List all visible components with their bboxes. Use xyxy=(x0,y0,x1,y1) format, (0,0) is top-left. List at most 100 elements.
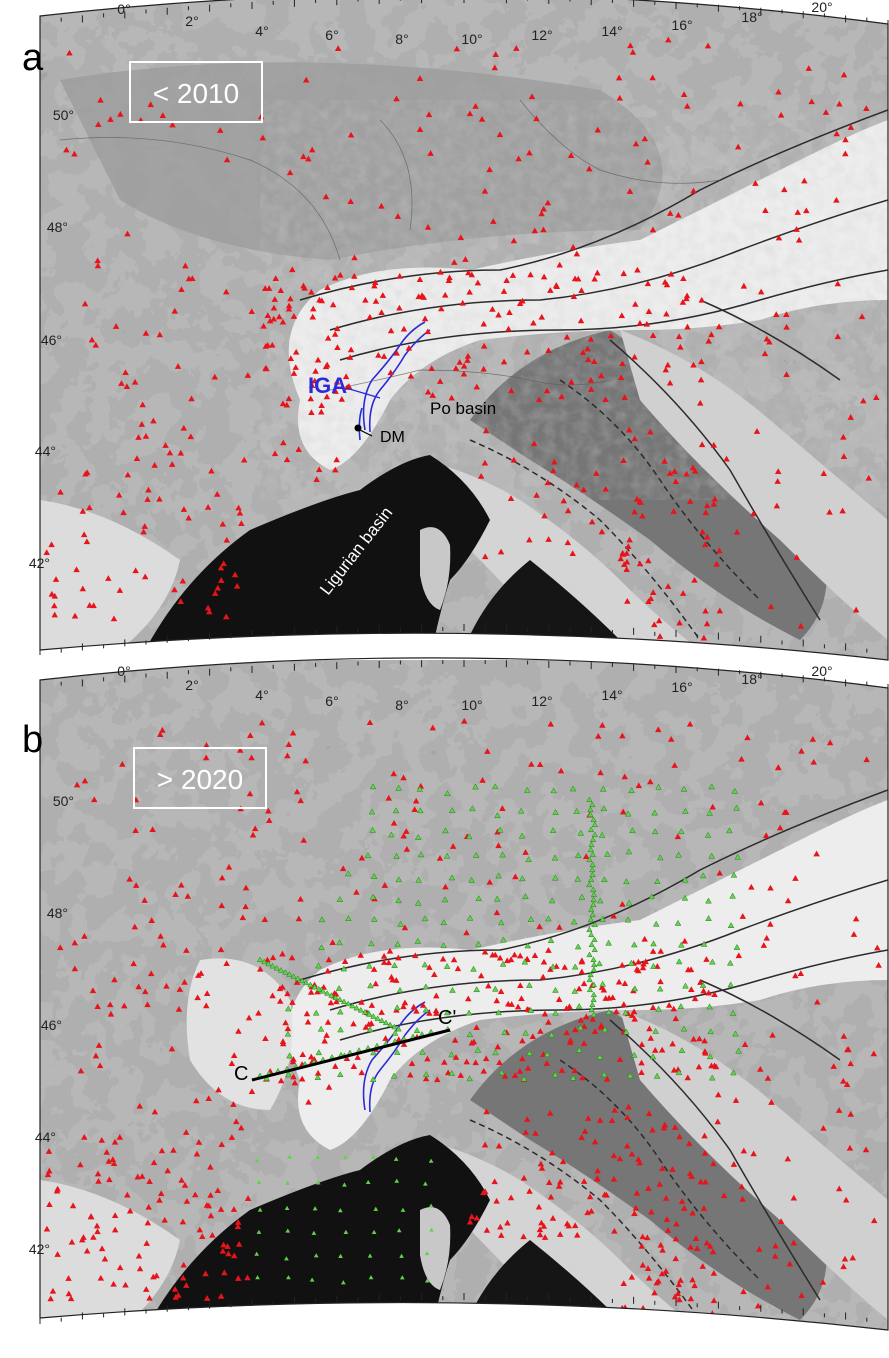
station-marker xyxy=(553,282,560,288)
station-marker xyxy=(180,506,188,512)
station-marker xyxy=(452,1054,460,1060)
station-marker xyxy=(793,226,800,232)
station-marker xyxy=(366,1011,373,1017)
station-marker xyxy=(371,915,378,922)
panel-letter-a: a xyxy=(22,37,44,79)
lon-label: 14° xyxy=(601,687,622,703)
station-marker xyxy=(852,915,860,922)
station-marker xyxy=(460,362,468,369)
station-marker xyxy=(368,1002,376,1008)
station-marker xyxy=(163,982,170,989)
station-marker xyxy=(477,972,485,979)
panel-a-map xyxy=(40,0,888,661)
station-marker xyxy=(126,1207,134,1214)
station-marker xyxy=(440,919,448,926)
station-marker xyxy=(678,941,685,948)
station-marker xyxy=(703,502,711,509)
station-marker xyxy=(590,981,597,988)
station-marker xyxy=(424,1278,430,1283)
station-marker xyxy=(68,1238,76,1245)
station-marker xyxy=(683,470,690,477)
station-marker xyxy=(235,1240,243,1247)
station-marker xyxy=(739,1195,746,1202)
station-marker xyxy=(572,1026,579,1033)
station-marker xyxy=(547,287,554,293)
station-marker xyxy=(495,1142,503,1149)
station-marker xyxy=(222,613,230,620)
station-marker xyxy=(671,468,678,474)
station-marker xyxy=(496,826,504,833)
station-marker xyxy=(843,1081,851,1088)
dinarides xyxy=(620,1010,888,1320)
station-marker xyxy=(626,188,634,194)
station-marker xyxy=(472,783,479,790)
station-marker xyxy=(256,956,264,963)
station-marker xyxy=(645,1110,653,1117)
station-marker xyxy=(654,878,661,884)
station-marker xyxy=(294,975,301,981)
station-marker xyxy=(567,1037,574,1043)
station-marker xyxy=(526,149,533,156)
station-marker xyxy=(618,312,626,319)
lon-label: 0° xyxy=(117,663,130,679)
station-marker xyxy=(701,541,709,548)
station-marker xyxy=(255,1009,262,1016)
station-marker xyxy=(709,1248,717,1255)
station-marker xyxy=(662,1195,670,1201)
station-marker xyxy=(182,1129,190,1135)
station-marker xyxy=(650,962,657,969)
station-marker xyxy=(549,1214,557,1221)
station-marker xyxy=(175,1292,182,1298)
lon-label: 8° xyxy=(395,31,408,47)
lon-label: 4° xyxy=(255,687,268,703)
station-marker xyxy=(340,965,348,972)
station-marker xyxy=(580,1178,588,1184)
station-marker xyxy=(415,876,422,883)
station-marker xyxy=(122,369,129,375)
station-marker xyxy=(333,456,340,463)
station-marker xyxy=(73,566,80,573)
station-marker xyxy=(499,805,506,811)
station-marker xyxy=(374,1015,381,1021)
station-marker xyxy=(178,1177,185,1183)
station-marker xyxy=(400,832,407,839)
station-marker xyxy=(711,991,718,997)
station-marker xyxy=(180,1261,187,1268)
station-marker xyxy=(282,969,289,975)
station-marker xyxy=(382,1035,389,1041)
station-marker xyxy=(311,1230,317,1235)
station-marker xyxy=(230,1052,238,1059)
lat-label: 50° xyxy=(53,107,74,123)
station-marker xyxy=(424,1250,430,1256)
station-marker xyxy=(522,1029,529,1036)
station-marker xyxy=(347,131,355,138)
station-marker xyxy=(681,876,689,883)
station-marker xyxy=(764,1074,772,1081)
station-marker xyxy=(367,1253,373,1258)
station-marker xyxy=(706,1053,714,1060)
station-marker xyxy=(730,871,738,878)
station-marker xyxy=(670,1005,677,1012)
station-marker xyxy=(400,1207,406,1212)
station-marker xyxy=(847,414,854,420)
station-marker xyxy=(798,747,805,754)
station-marker xyxy=(810,758,817,765)
station-marker xyxy=(526,1049,533,1056)
station-marker xyxy=(271,450,279,457)
station-marker xyxy=(111,1138,119,1145)
station-marker xyxy=(875,961,882,968)
station-marker xyxy=(797,970,805,977)
station-marker xyxy=(284,990,291,997)
station-marker xyxy=(648,1208,655,1215)
station-marker xyxy=(416,785,424,792)
station-marker xyxy=(639,1233,646,1240)
station-marker xyxy=(393,349,400,356)
station-marker xyxy=(514,1003,522,1010)
station-marker xyxy=(373,1206,379,1211)
station-marker xyxy=(416,126,424,132)
station-marker xyxy=(672,1235,680,1242)
station-marker xyxy=(587,846,594,853)
station-marker xyxy=(472,103,479,109)
station-marker xyxy=(480,365,487,372)
station-marker xyxy=(666,379,674,386)
